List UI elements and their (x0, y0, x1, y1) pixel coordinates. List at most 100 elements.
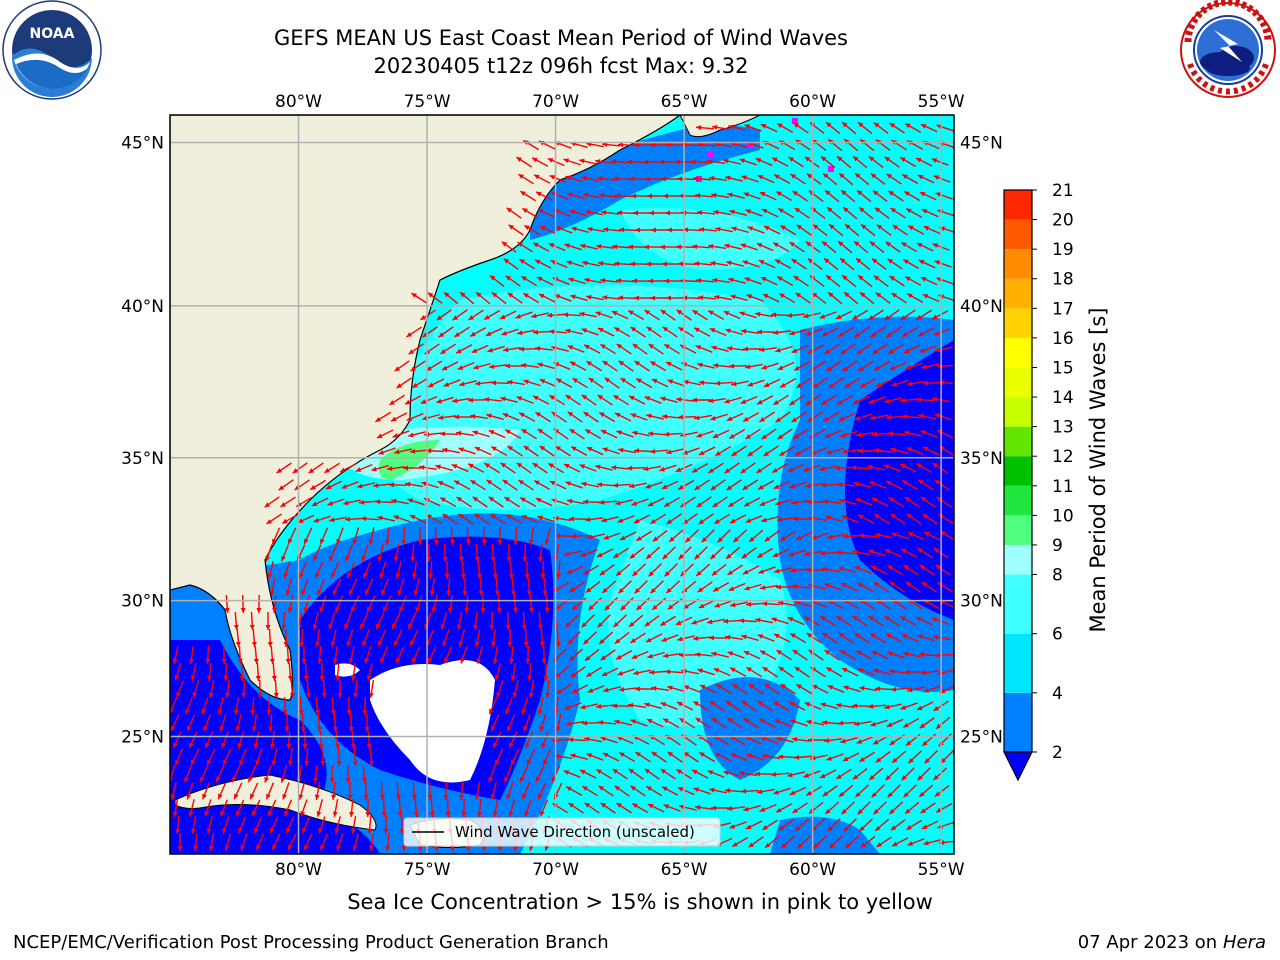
direction-arrow (452, 397, 470, 404)
direction-arrow (836, 702, 854, 709)
direction-arrow (788, 701, 806, 711)
direction-arrow (359, 612, 369, 630)
direction-arrow (523, 379, 541, 387)
direction-arrow (539, 628, 545, 648)
direction-arrow (566, 565, 584, 575)
direction-arrow (521, 207, 539, 219)
direction-arrow (464, 594, 470, 614)
direction-arrow (632, 430, 650, 437)
direction-arrow (780, 683, 796, 695)
direction-arrow (454, 326, 470, 338)
direction-arrow (531, 157, 549, 167)
direction-arrow (383, 815, 389, 835)
direction-arrow (292, 462, 308, 474)
direction-arrow (650, 227, 670, 233)
direction-arrow (873, 448, 893, 453)
direction-arrow (823, 257, 839, 271)
direction-arrow (819, 615, 837, 627)
direction-arrow (581, 394, 597, 406)
direction-arrow (821, 240, 837, 254)
direction-arrow (934, 479, 950, 491)
direction-arrow (747, 226, 765, 234)
direction-arrow (304, 747, 310, 767)
direction-arrow (521, 697, 529, 715)
direction-arrow (761, 601, 781, 607)
direction-arrow (730, 601, 748, 608)
direction-arrow (541, 731, 549, 749)
direction-arrow (585, 209, 603, 216)
direction-arrow (520, 275, 538, 287)
direction-arrow (698, 599, 716, 609)
direction-arrow (603, 532, 621, 540)
direction-arrow (172, 731, 182, 749)
direction-arrow (695, 278, 715, 284)
direction-arrow (771, 462, 789, 474)
direction-arrow (775, 584, 795, 590)
direction-arrow (283, 561, 291, 579)
direction-arrow (599, 278, 619, 284)
direction-arrow (507, 628, 513, 648)
direction-arrow (518, 258, 536, 270)
direction-arrow (264, 765, 272, 783)
direction-arrow (221, 731, 229, 749)
direction-arrow (916, 701, 934, 711)
lon-label-bottom: 70°W (532, 860, 579, 880)
direction-arrow (873, 668, 891, 675)
direction-arrow (330, 629, 337, 647)
direction-arrow (729, 667, 747, 677)
direction-arrow (741, 700, 757, 712)
sea-ice-marker (708, 152, 714, 158)
direction-arrow (582, 564, 600, 576)
direction-arrow (286, 730, 292, 750)
direction-arrow (537, 362, 555, 370)
direction-arrow (510, 748, 520, 766)
direction-arrow (459, 781, 465, 801)
direction-arrow (269, 578, 276, 596)
direction-arrow (471, 344, 489, 354)
direction-arrow (581, 614, 595, 628)
direction-arrow (761, 362, 779, 370)
direction-arrow (224, 833, 231, 851)
direction-arrow (284, 713, 290, 733)
direction-arrow (281, 611, 287, 631)
direction-arrow (362, 561, 372, 579)
direction-arrow (650, 685, 670, 691)
direction-arrow (706, 158, 726, 164)
direction-arrow (748, 683, 764, 695)
direction-arrow (805, 482, 823, 489)
direction-arrow (660, 702, 678, 710)
direction-arrow (533, 479, 551, 491)
direction-arrow (757, 634, 775, 642)
direction-arrow (693, 787, 711, 795)
direction-arrow (740, 788, 760, 794)
sea-ice-note: Sea Ice Concentration > 15% is shown in … (347, 890, 933, 914)
direction-arrow (887, 496, 905, 508)
direction-arrow (886, 326, 902, 338)
direction-arrow (796, 377, 812, 389)
direction-arrow (793, 754, 813, 760)
direction-arrow (667, 379, 685, 387)
direction-arrow (411, 377, 429, 389)
direction-arrow (632, 210, 652, 216)
direction-arrow (507, 379, 525, 386)
colorbar-under-extension (1003, 751, 1033, 782)
lon-label-bottom: 65°W (661, 860, 708, 880)
direction-arrow (603, 686, 621, 693)
direction-arrow (840, 737, 858, 744)
direction-arrow (633, 448, 653, 454)
direction-arrow (320, 747, 326, 767)
direction-arrow (775, 190, 793, 202)
direction-arrow (520, 362, 540, 368)
direction-arrow (394, 448, 412, 455)
direction-arrow (571, 684, 589, 694)
direction-arrow (581, 720, 601, 726)
direction-arrow (825, 666, 843, 678)
direction-arrow (207, 662, 212, 682)
direction-arrow (285, 645, 291, 665)
direction-arrow (664, 563, 678, 577)
direction-arrow (300, 799, 308, 817)
direction-arrow (771, 157, 789, 167)
direction-arrow (635, 377, 653, 389)
direction-arrow (728, 277, 746, 284)
